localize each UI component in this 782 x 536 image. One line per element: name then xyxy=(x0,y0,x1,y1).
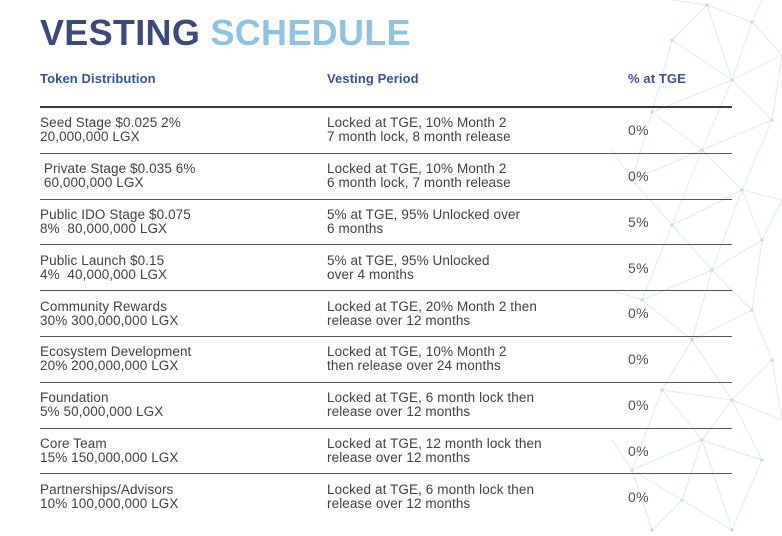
tge-percent-cell: 0% xyxy=(628,442,649,459)
page-title-primary: VESTING xyxy=(40,12,201,53)
tge-percent-cell: 0% xyxy=(628,489,649,505)
vesting-period-cell: Locked at TGE, 6 month lock then release… xyxy=(327,390,535,420)
tge-percent-cell: 0% xyxy=(628,305,649,322)
network-mesh-background xyxy=(612,0,782,532)
token-distribution-cell: Ecosystem Development 20% 200,000,000 LG… xyxy=(40,344,192,374)
token-distribution-cell: Foundation 5% 50,000,000 LGX xyxy=(40,390,164,420)
tge-percent-cell: 0% xyxy=(628,167,649,184)
tge-percent-cell: 0% xyxy=(628,351,649,368)
token-distribution-cell: Seed Stage $0.025 2% 20,000,000 LGX xyxy=(40,115,181,145)
table-row: Private Stage $0.035 6% 60,000,000 LGX L… xyxy=(40,154,732,200)
vesting-table: Token Distribution Vesting Period % at T… xyxy=(40,71,732,520)
token-distribution-cell: Public IDO Stage $0.075 8% 80,000,000 LG… xyxy=(40,206,191,236)
vesting-period-cell: Locked at TGE, 10% Month 2 7 month lock,… xyxy=(327,115,511,145)
vesting-period-cell: Locked at TGE, 10% Month 2 6 month lock,… xyxy=(327,161,511,191)
page-title-secondary: SCHEDULE xyxy=(200,12,411,53)
vesting-period-cell: 5% at TGE, 95% Unlocked over 4 months xyxy=(327,252,490,282)
vesting-period-cell: Locked at TGE, 20% Month 2 then release … xyxy=(327,298,537,328)
tge-percent-cell: 5% xyxy=(628,259,649,276)
vesting-period-cell: Locked at TGE, 10% Month 2 then release … xyxy=(327,344,507,374)
vesting-period-cell: 5% at TGE, 95% Unlocked over 6 months xyxy=(327,206,521,236)
column-header-token-distribution: Token Distribution xyxy=(40,71,156,86)
page-title: VESTING SCHEDULE xyxy=(40,12,411,54)
tge-percent-cell: 5% xyxy=(628,213,649,230)
table-row: Partnerships/Advisors 10% 100,000,000 LG… xyxy=(40,474,732,520)
table-row: Seed Stage $0.025 2% 20,000,000 LGX Lock… xyxy=(40,108,732,154)
tge-percent-cell: 0% xyxy=(628,122,649,139)
tge-percent-cell: 0% xyxy=(628,396,649,413)
token-distribution-cell: Public Launch $0.15 4% 40,000,000 LGX xyxy=(40,252,168,282)
token-distribution-cell: Partnerships/Advisors 10% 100,000,000 LG… xyxy=(40,482,179,512)
token-distribution-cell: Core Team 15% 150,000,000 LGX xyxy=(40,435,179,465)
token-distribution-cell: Private Stage $0.035 6% 60,000,000 LGX xyxy=(43,161,196,191)
token-distribution-cell: Community Rewards 30% 300,000,000 LGX xyxy=(40,298,179,328)
column-header-percent-at-tge: % at TGE xyxy=(628,71,686,86)
table-header-row: Token Distribution Vesting Period % at T… xyxy=(40,71,732,108)
vesting-period-cell: Locked at TGE, 6 month lock then release… xyxy=(327,482,535,512)
table-row: Public IDO Stage $0.075 8% 80,000,000 LG… xyxy=(40,200,732,246)
column-header-vesting-period: Vesting Period xyxy=(327,71,419,86)
vesting-period-cell: Locked at TGE, 12 month lock then releas… xyxy=(327,435,542,465)
table-body: Seed Stage $0.025 2% 20,000,000 LGX Lock… xyxy=(40,108,732,520)
table-row: Public Launch $0.15 4% 40,000,000 LGX 5%… xyxy=(40,245,732,292)
table-row: Ecosystem Development 20% 200,000,000 LG… xyxy=(40,337,732,383)
table-row: Foundation 5% 50,000,000 LGX Locked at T… xyxy=(40,383,732,429)
table-row: Core Team 15% 150,000,000 LGX Locked at … xyxy=(40,429,732,475)
table-row: Community Rewards 30% 300,000,000 LGX Lo… xyxy=(40,291,732,337)
